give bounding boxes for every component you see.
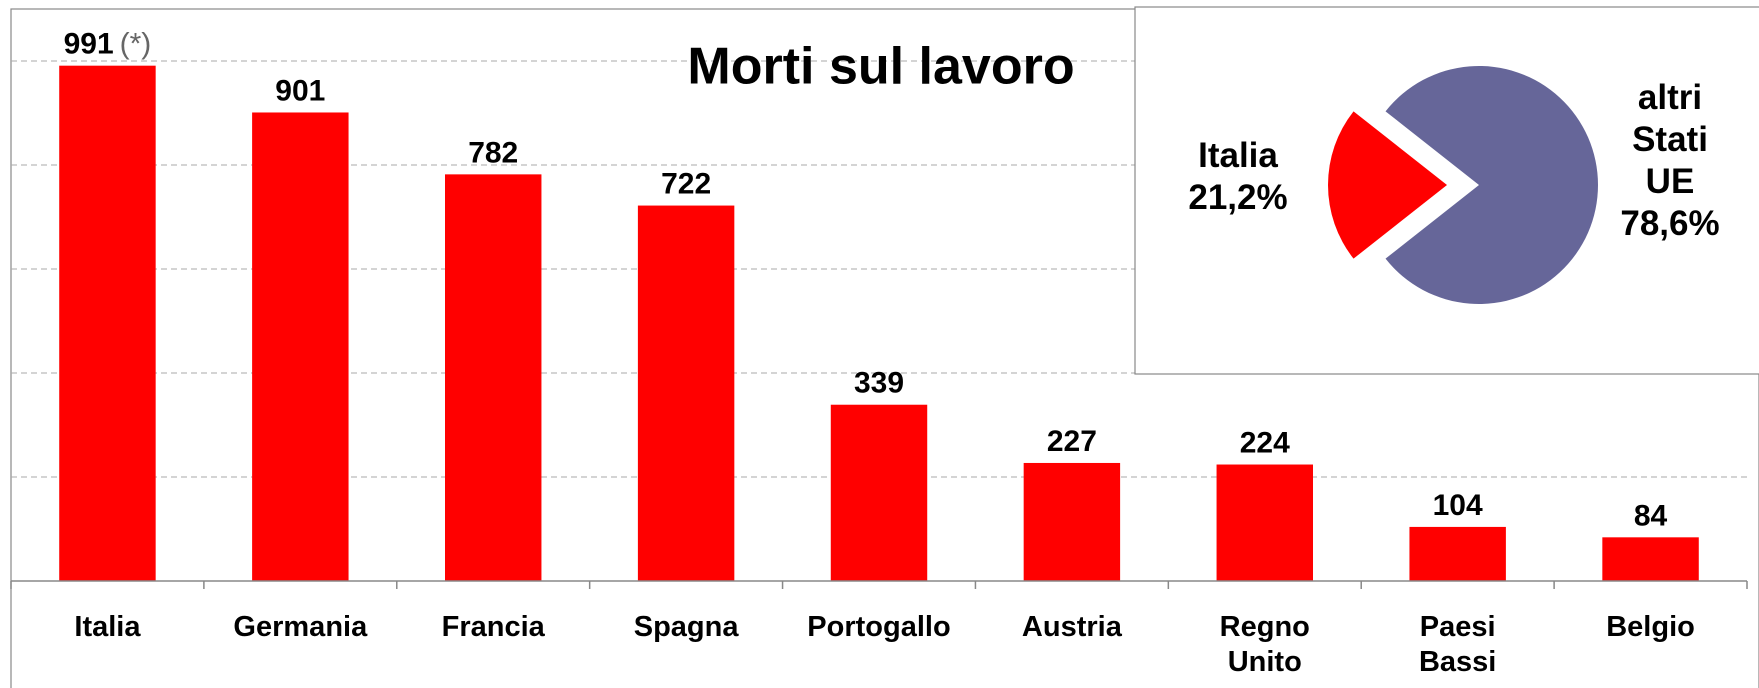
value-label: 84 (1634, 499, 1668, 532)
pie-value-label: 21,2% (1188, 178, 1288, 217)
x-tick-label: Francia (441, 611, 545, 643)
bar (445, 174, 542, 582)
bar (830, 404, 928, 581)
annotation: (*) (120, 28, 152, 61)
value-text: 104 (1433, 489, 1483, 522)
bar (637, 205, 735, 581)
bar (1023, 462, 1121, 581)
pie-label: altri Stati UE (1632, 78, 1708, 201)
x-tick-label: Germania (233, 611, 368, 643)
value-text: 991 (64, 28, 114, 61)
x-tick-label: Italia (74, 611, 141, 643)
bar (1409, 526, 1506, 581)
bar (1216, 464, 1313, 581)
bar (1602, 537, 1699, 581)
value-text: 901 (275, 74, 325, 107)
x-tick-label: Spagna (633, 611, 739, 643)
bar (59, 65, 156, 582)
value-text: 782 (468, 136, 518, 169)
pie-value-label: 78,6% (1620, 204, 1720, 243)
pie-slice (1385, 66, 1599, 304)
x-tick-label: Regno Unito (1219, 611, 1310, 678)
value-text: 722 (661, 167, 711, 200)
x-tick-label: Portogallo (807, 611, 951, 643)
value-label: 782 (468, 136, 518, 169)
value-text: 84 (1634, 499, 1668, 532)
value-text: 339 (854, 367, 904, 400)
plot-frame (10, 8, 1759, 688)
value-text: 227 (1047, 425, 1097, 458)
value-label: 339 (854, 367, 904, 400)
pie-slice (1328, 111, 1447, 259)
value-label: 991 (*) (64, 28, 152, 61)
x-tick-label: Belgio (1606, 611, 1695, 643)
chart-title: Morti sul lavoro (687, 38, 1074, 96)
value-label: 901 (275, 74, 325, 107)
bar (252, 112, 349, 581)
pie-panel (1134, 6, 1759, 375)
pie-label: Italia (1198, 136, 1278, 175)
value-label: 104 (1433, 489, 1483, 522)
value-label: 227 (1047, 425, 1097, 458)
x-tick-label: Paesi Bassi (1418, 611, 1497, 678)
value-text: 224 (1240, 426, 1290, 459)
x-tick-label: Austria (1021, 611, 1122, 643)
value-label: 224 (1240, 426, 1290, 459)
value-label: 722 (661, 167, 711, 200)
